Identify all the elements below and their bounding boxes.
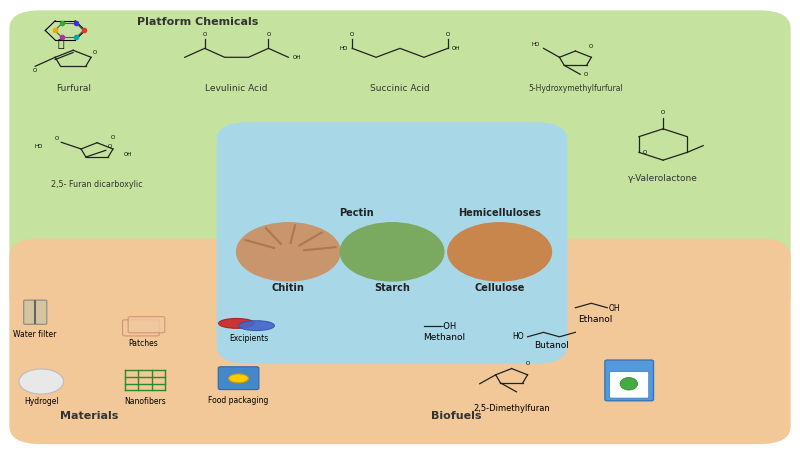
FancyBboxPatch shape bbox=[10, 10, 790, 315]
Circle shape bbox=[237, 223, 340, 281]
Text: O: O bbox=[661, 110, 666, 116]
Text: γ-Valerolactone: γ-Valerolactone bbox=[628, 174, 698, 183]
Ellipse shape bbox=[218, 319, 254, 328]
Text: Platform Chemicals: Platform Chemicals bbox=[137, 17, 258, 27]
Text: –OH: –OH bbox=[440, 322, 457, 331]
Text: HO: HO bbox=[340, 46, 348, 51]
Text: O: O bbox=[111, 135, 115, 140]
Text: O: O bbox=[584, 72, 589, 77]
Text: OH: OH bbox=[292, 55, 301, 60]
Text: O: O bbox=[350, 32, 354, 37]
FancyBboxPatch shape bbox=[122, 320, 159, 336]
Text: O: O bbox=[33, 68, 38, 73]
FancyBboxPatch shape bbox=[10, 238, 790, 444]
Text: Ethanol: Ethanol bbox=[578, 315, 613, 324]
FancyBboxPatch shape bbox=[605, 360, 654, 401]
Text: O: O bbox=[202, 32, 207, 37]
Text: Nanofibers: Nanofibers bbox=[124, 397, 166, 406]
Text: HO: HO bbox=[34, 144, 43, 149]
Text: 🌿: 🌿 bbox=[58, 39, 65, 49]
Text: O: O bbox=[108, 144, 112, 149]
Text: 5-Hydroxymethylfurfural: 5-Hydroxymethylfurfural bbox=[528, 84, 622, 93]
FancyBboxPatch shape bbox=[217, 122, 567, 364]
Text: O: O bbox=[55, 136, 59, 141]
Text: Chitin: Chitin bbox=[272, 283, 305, 293]
Text: HO: HO bbox=[512, 332, 523, 341]
Text: Methanol: Methanol bbox=[422, 333, 465, 342]
Text: Hemicelluloses: Hemicelluloses bbox=[458, 208, 541, 218]
Text: Levulinic Acid: Levulinic Acid bbox=[206, 84, 268, 93]
FancyBboxPatch shape bbox=[610, 372, 649, 398]
Text: Cellulose: Cellulose bbox=[474, 283, 525, 293]
Text: Biofuels: Biofuels bbox=[430, 410, 481, 421]
Text: O: O bbox=[266, 32, 270, 37]
Text: Water filter: Water filter bbox=[13, 330, 57, 339]
Text: 2,5-Dimethylfuran: 2,5-Dimethylfuran bbox=[474, 404, 550, 413]
Text: Furfural: Furfural bbox=[56, 84, 90, 93]
Text: OH: OH bbox=[609, 304, 621, 313]
Text: Butanol: Butanol bbox=[534, 341, 569, 350]
Text: OH: OH bbox=[124, 152, 133, 158]
Text: HO: HO bbox=[531, 42, 539, 47]
Text: Food packaging: Food packaging bbox=[208, 396, 269, 405]
FancyBboxPatch shape bbox=[24, 300, 47, 324]
Ellipse shape bbox=[229, 374, 249, 383]
Circle shape bbox=[340, 223, 444, 281]
Ellipse shape bbox=[238, 321, 274, 331]
Text: Patches: Patches bbox=[129, 339, 158, 348]
Text: 2,5- Furan dicarboxylic: 2,5- Furan dicarboxylic bbox=[51, 180, 143, 189]
Text: O: O bbox=[93, 50, 97, 55]
Text: OH: OH bbox=[452, 46, 460, 51]
Text: Hydrogel: Hydrogel bbox=[24, 397, 58, 406]
Text: O: O bbox=[590, 44, 594, 49]
Text: Pectin: Pectin bbox=[339, 208, 374, 218]
Circle shape bbox=[19, 369, 63, 394]
Text: O: O bbox=[643, 150, 647, 155]
Text: Excipients: Excipients bbox=[229, 334, 268, 343]
Text: O: O bbox=[526, 361, 530, 366]
Text: Materials: Materials bbox=[60, 410, 118, 421]
Text: Starch: Starch bbox=[374, 283, 410, 293]
FancyBboxPatch shape bbox=[218, 367, 259, 390]
Text: O: O bbox=[446, 32, 450, 37]
Text: Succinic Acid: Succinic Acid bbox=[370, 84, 430, 93]
Circle shape bbox=[448, 223, 551, 281]
FancyBboxPatch shape bbox=[128, 317, 165, 333]
Ellipse shape bbox=[620, 378, 638, 390]
